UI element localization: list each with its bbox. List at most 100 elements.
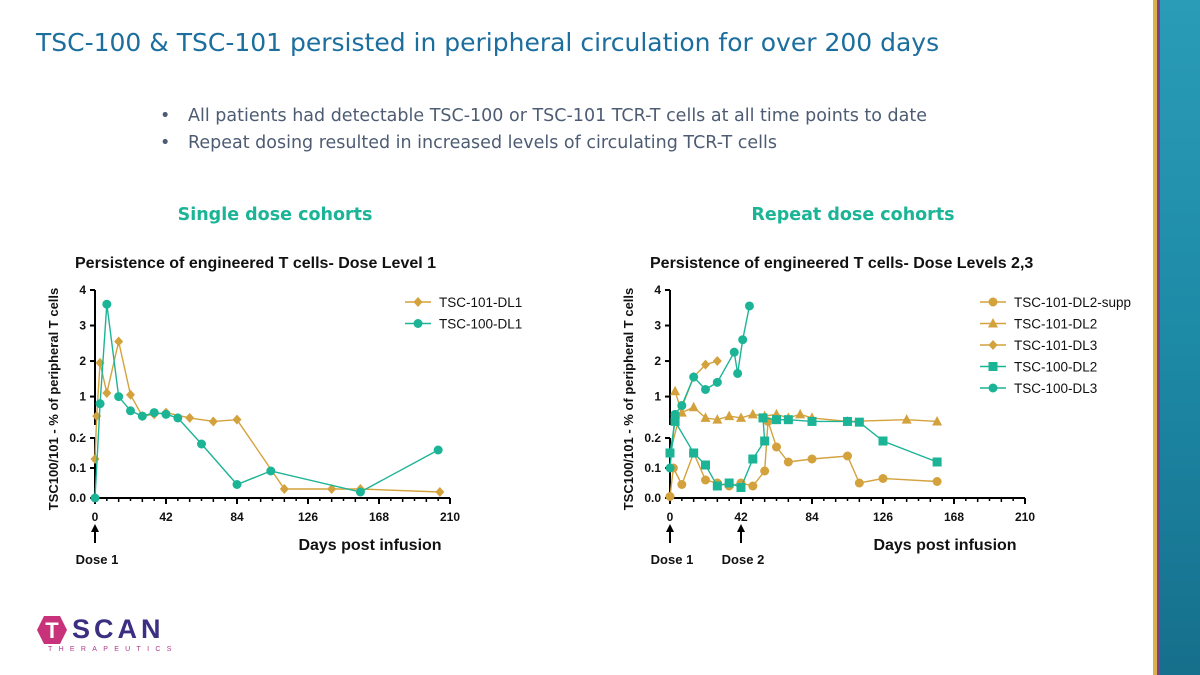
data-point-tsc-101-dl2 <box>932 415 943 426</box>
bullet-item: • All patients had detectable TSC-100 or … <box>160 106 927 133</box>
x-tick-label: 126 <box>298 510 318 524</box>
data-point-tsc-100-dl1 <box>161 409 171 419</box>
right-cohort-heading: Repeat dose cohorts <box>751 205 955 225</box>
series-line-tsc-100-dl1 <box>94 304 439 499</box>
axis-break-gap <box>658 427 668 436</box>
legend-label: TSC-101-DL3 <box>1014 338 1097 353</box>
dose-label: Dose 1 <box>76 552 119 567</box>
y-tick-label: 3 <box>654 319 661 333</box>
data-point-tsc-100-dl1 <box>137 411 147 421</box>
x-tick-label: 210 <box>440 510 460 524</box>
data-point-tsc-100-dl2 <box>724 478 734 488</box>
legend-label: TSC-101-DL2 <box>1014 317 1097 332</box>
data-point-tsc-100-dl2 <box>689 448 699 458</box>
x-tick-label: 42 <box>159 510 173 524</box>
y-tick-label: 4 <box>79 283 86 297</box>
data-point-tsc-101-dl2-supp <box>932 477 942 486</box>
bullet-dot: • <box>160 133 171 153</box>
data-point-tsc-100-dl2 <box>758 413 768 423</box>
chart-title: Persistence of engineered T cells- Dose … <box>650 255 1033 272</box>
data-point-tsc-100-dl1 <box>90 493 100 503</box>
chart-dose-level-1: Persistence of engineered T cells- Dose … <box>46 255 522 567</box>
data-point-tsc-101-dl2-supp <box>783 457 793 467</box>
data-point-tsc-101-dl1 <box>435 487 445 497</box>
x-tick-label: 84 <box>230 510 244 524</box>
x-tick-label: 0 <box>92 510 99 524</box>
legend-marker <box>988 383 998 393</box>
data-point-tsc-101-dl2 <box>724 410 735 421</box>
y-axis-label: TSC100/101 - % of peripheral T cells <box>46 288 61 511</box>
data-point-tsc-100-dl1 <box>232 480 242 489</box>
legend-label: TSC-101-DL2-supp <box>1014 295 1131 310</box>
legend-item-tsc-101-dl2-supp: TSC-101-DL2-supp <box>980 295 1131 310</box>
data-point-tsc-100-dl2 <box>665 448 675 458</box>
x-axis-label: Days post infusion <box>298 537 441 554</box>
data-point-tsc-100-dl2 <box>854 417 864 427</box>
logo-word: SCAN <box>72 614 165 644</box>
data-point-tsc-100-dl3 <box>738 335 748 345</box>
data-point-tsc-101-dl1 <box>90 454 100 464</box>
left-cohort-heading: Single dose cohorts <box>177 205 373 225</box>
data-point-tsc-100-dl1 <box>149 408 159 418</box>
x-tick-label: 168 <box>369 510 389 524</box>
data-point-tsc-101-dl2-supp <box>760 466 770 476</box>
data-point-tsc-100-dl2 <box>748 454 758 464</box>
legend-marker <box>413 319 423 328</box>
series-tsc-100-dl1 <box>90 299 443 503</box>
data-point-tsc-101-dl2-supp <box>665 492 675 501</box>
decorative-stripe-teal <box>1160 0 1200 675</box>
chart-dose-levels-2-3: Persistence of engineered T cells- Dose … <box>621 255 1131 567</box>
x-tick-label: 126 <box>873 510 893 524</box>
dose-label: Dose 2 <box>722 552 765 567</box>
data-point-tsc-100-dl1 <box>197 439 206 449</box>
data-point-tsc-101-dl2-supp <box>677 480 687 489</box>
data-point-tsc-101-dl1 <box>279 484 289 494</box>
data-point-tsc-100-dl1 <box>102 299 112 309</box>
data-point-tsc-101-dl2-supp <box>878 474 888 483</box>
series-tsc-101-dl2 <box>670 385 943 426</box>
data-point-tsc-100-dl3 <box>733 368 743 378</box>
y-tick-label: 3 <box>79 319 86 333</box>
data-point-tsc-101-dl1 <box>185 412 195 423</box>
data-point-tsc-100-dl1 <box>433 445 443 455</box>
y-axis-label: TSC100/101 - % of peripheral T cells <box>621 288 636 511</box>
legend-marker <box>988 362 998 371</box>
bullet-text: All patients had detectable TSC-100 or T… <box>188 106 928 126</box>
data-point-tsc-100-dl1 <box>355 487 365 497</box>
data-point-tsc-100-dl3 <box>729 347 739 357</box>
axis-break-gap <box>83 427 93 436</box>
data-point-tsc-101-dl2-supp <box>843 451 852 461</box>
data-point-tsc-100-dl2 <box>932 457 942 467</box>
data-point-tsc-101-dl2-supp <box>748 481 758 491</box>
series-line-tsc-101-dl2-supp <box>669 421 938 497</box>
series-tsc-101-dl1 <box>90 336 445 497</box>
y-tick-label: 0.0 <box>69 491 86 505</box>
dose-label: Dose 1 <box>651 552 694 567</box>
data-point-tsc-100-dl2 <box>736 483 746 492</box>
data-point-tsc-101-dl1 <box>102 388 112 399</box>
y-tick-label: 0.0 <box>644 491 661 505</box>
tscan-logo: T SCAN THERAPEUTICS <box>36 614 176 656</box>
data-point-tsc-101-dl2-supp <box>807 454 817 464</box>
y-tick-label: 2 <box>79 354 86 368</box>
legend-label: TSC-100-DL1 <box>439 317 522 332</box>
series-line-tsc-100-dl3 <box>669 305 751 469</box>
dose-arrow-head <box>737 524 745 532</box>
data-point-tsc-100-dl2 <box>843 416 852 426</box>
data-point-tsc-101-dl2 <box>670 385 681 396</box>
data-point-tsc-101-dl1 <box>232 414 242 425</box>
legend-item-tsc-101-dl2: TSC-101-DL2 <box>980 317 1097 332</box>
legend-marker <box>988 340 998 350</box>
data-point-tsc-100-dl2 <box>760 436 770 446</box>
bullet-dot: • <box>160 106 171 126</box>
data-point-tsc-100-dl3 <box>677 400 687 410</box>
data-point-tsc-100-dl3 <box>670 409 680 419</box>
data-point-tsc-100-dl2 <box>701 460 710 470</box>
data-point-tsc-100-dl3 <box>701 384 710 394</box>
legend-label: TSC-100-DL2 <box>1014 360 1097 375</box>
y-tick-label: 0.1 <box>644 461 661 475</box>
data-point-tsc-100-dl2 <box>772 415 781 425</box>
logo-hexagon-icon: T <box>37 616 67 644</box>
data-point-tsc-101-dl1 <box>126 389 135 400</box>
bullet-text: Repeat dosing resulted in increased leve… <box>188 133 777 153</box>
